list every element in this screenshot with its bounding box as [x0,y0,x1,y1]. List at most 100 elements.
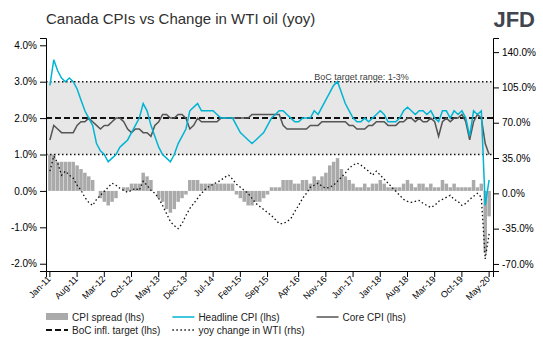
x-tick-label: Aug-11 [53,274,80,301]
y2-tick: 35.0% [493,153,530,164]
bar [95,190,98,191]
target-line [46,154,493,156]
bar [344,176,347,191]
bar [476,187,479,191]
legend-swatch [46,313,68,320]
x-tick-mark [461,271,462,277]
y-tick: 4.0% [14,40,46,51]
y-tick-mark [40,155,46,156]
y2-tick: -35.0% [493,223,534,234]
x-tick-mark [489,271,490,277]
legend-label: Core CPI (lhs) [343,312,406,323]
y2-tick-label: 140.0% [502,47,536,58]
x-tick-mark [104,271,105,277]
bar [363,184,366,191]
x-tick-mark [380,271,381,277]
bar [71,162,74,191]
legend-label: Headline CPI (lhs) [198,312,279,323]
bar [274,187,277,191]
y2-tick-label: 0.0% [502,188,525,199]
bar [441,180,444,191]
y2-tick: 0.0% [493,188,525,199]
bar [83,173,86,191]
bar [285,180,288,191]
y-tick: 1.0% [14,149,46,160]
bar [297,184,300,191]
y2-tick: 105.0% [493,82,536,93]
y-tick: -2.0% [11,258,46,269]
bar [445,184,448,191]
x-tick-mark [185,271,186,277]
x-tick: Apr-16 [275,271,301,300]
bar [173,191,176,209]
bar [347,180,350,191]
chart: Jan-11Aug-11Mar-12Oct-12May-13Dec-13Jul-… [0,0,543,351]
x-tick-mark [267,271,268,277]
y-tick-mark [40,264,46,265]
bar [281,180,284,191]
bar [417,184,420,191]
y-tick: -1.0% [11,222,46,233]
bar [425,187,428,191]
bar [487,191,490,216]
y-tick-mark [40,118,46,119]
y2-tick-mark [493,87,499,88]
bar [324,173,327,191]
target-line [46,117,493,119]
y-tick-mark [40,227,46,228]
y2-tick-label: 70.0% [502,117,530,128]
bar [118,190,121,191]
bar [367,187,370,191]
bar [188,180,191,191]
bar [169,191,172,213]
bar [320,176,323,191]
x-tick: Jul-14 [192,271,216,298]
y-tick-label: 4.0% [14,40,37,51]
line [50,60,489,206]
x-tick: Aug-11 [53,271,80,301]
legend-item: BoC infl. target (lhs) [46,325,160,336]
y-tick-mark [40,82,46,83]
y2-tick-mark [493,52,499,53]
y2-axis-line [494,39,500,272]
legend-label: CPI spread (lhs) [72,312,144,323]
x-tick-label: Dec-13 [161,274,189,302]
bar [227,184,230,191]
bar [165,191,168,209]
bar [48,155,51,191]
bar [277,187,280,191]
bar [301,180,304,191]
annotation: BoC target range: 1-3% [314,72,409,82]
y2-tick: 70.0% [493,117,530,128]
bar [153,190,156,191]
x-tick-label: Apr-16 [275,274,301,300]
bar [60,162,63,191]
bar [64,162,67,191]
bar [176,191,179,202]
x-tick-mark [240,271,241,277]
bar [52,155,55,191]
y-tick-label: 0.0% [14,186,37,197]
legend-label: BoC infl. target (lhs) [72,325,160,336]
bar [91,180,94,191]
bar [219,184,222,191]
x-tick-label: Oct-12 [108,274,134,300]
logo: JFD [493,7,535,32]
target-band [46,82,493,155]
y-tick-mark [40,45,46,46]
x-tick-mark [353,271,354,277]
y-axis: -2.0%-1.0%0.0%1.0%2.0%3.0%4.0% [11,39,47,272]
x-tick: Jan-11 [27,271,53,300]
y2-tick: -70.0% [493,259,534,270]
bar [359,187,362,191]
bar [468,187,471,191]
bar-series [48,155,491,253]
bar [231,184,234,191]
legend-swatch [317,316,339,318]
x-tick-label: Nov-16 [301,274,329,302]
bar [429,184,432,191]
bar [375,184,378,191]
y-axis-line [40,39,47,272]
bar [192,180,195,191]
y2-tick-label: 105.0% [502,82,536,93]
